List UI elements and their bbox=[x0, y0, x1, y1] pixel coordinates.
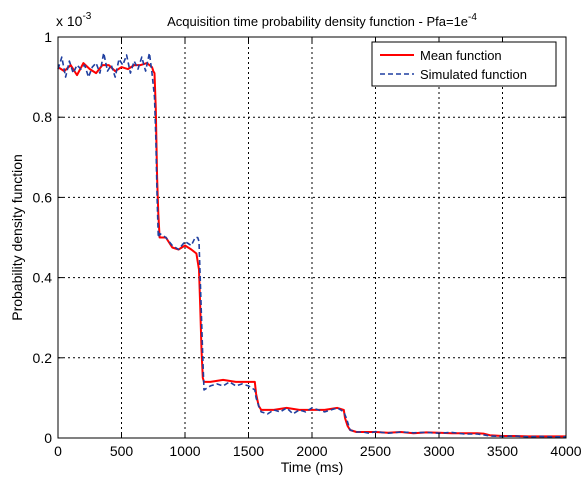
x-tick-label: 2000 bbox=[296, 443, 327, 459]
x-tick-label: 2500 bbox=[360, 443, 391, 459]
x-tick-label: 3500 bbox=[487, 443, 518, 459]
y-axis-multiplier-exponent: -3 bbox=[82, 11, 91, 22]
legend-label-mean-function: Mean function bbox=[420, 48, 502, 63]
legend-box bbox=[371, 41, 557, 87]
y-tick-label: 1 bbox=[44, 29, 52, 45]
series-line-mean-function bbox=[57, 62, 566, 438]
chart-title-superscript: -4 bbox=[468, 12, 477, 23]
y-tick-label: 0.6 bbox=[33, 189, 53, 205]
x-tick-label: 4000 bbox=[550, 443, 581, 459]
x-tick-label: 3000 bbox=[423, 443, 454, 459]
plot-area bbox=[57, 36, 567, 439]
x-tick-label: 0 bbox=[54, 443, 62, 459]
legend: Mean function Simulated function bbox=[371, 41, 557, 87]
chart-title-main: Acquisition time probability density fun… bbox=[167, 14, 468, 29]
ticks bbox=[57, 36, 567, 439]
y-tick-label: 0.4 bbox=[33, 270, 53, 286]
series-line-simulated-function bbox=[57, 52, 566, 438]
y-axis-multiplier: x 10-3 bbox=[56, 11, 92, 29]
y-axis-label: Probability density function bbox=[9, 154, 25, 321]
x-tick-label: 500 bbox=[110, 443, 134, 459]
chart-title: Acquisition time probability density fun… bbox=[167, 12, 477, 29]
y-axis-multiplier-base: x 10 bbox=[56, 13, 83, 29]
y-tick-label: 0.8 bbox=[33, 109, 53, 125]
tick-labels: 0 500 1000 1500 2000 2500 3000 3500 4000 0 0.2 0.4 0… bbox=[33, 29, 582, 459]
x-axis-label: Time (ms) bbox=[281, 459, 343, 475]
legend-label-simulated-function: Simulated function bbox=[420, 67, 527, 82]
y-tick-label: 0 bbox=[44, 430, 52, 446]
grid bbox=[58, 37, 566, 438]
y-tick-label: 0.2 bbox=[33, 350, 53, 366]
x-tick-label: 1000 bbox=[169, 443, 200, 459]
series-layer bbox=[57, 52, 566, 438]
x-tick-label: 1500 bbox=[233, 443, 264, 459]
